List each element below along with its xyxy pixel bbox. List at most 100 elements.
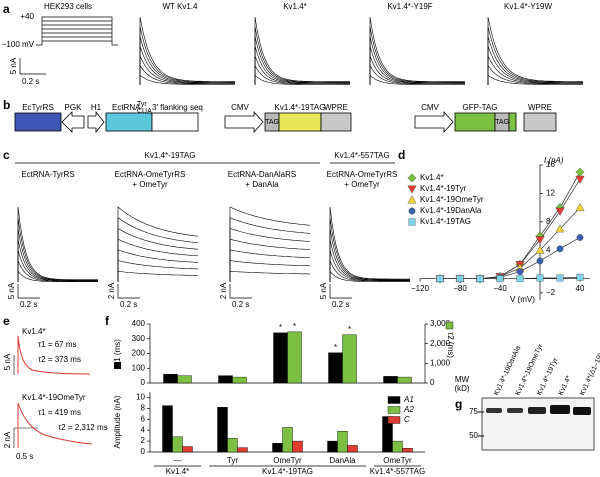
significance-marker: * [348, 325, 351, 334]
y-tick-label: 300 [132, 334, 146, 343]
x-tick-label: OmeTyr [273, 456, 302, 465]
y-tick-label: 6 [141, 414, 146, 423]
data-point [555, 224, 565, 233]
protocol-title: HEK293 cells [44, 2, 92, 11]
panel-label: a [3, 2, 10, 16]
data-point [456, 275, 464, 283]
bar [327, 440, 338, 453]
scale-label: 0.2 s [22, 77, 39, 86]
condition-label: EctRNA-OmeTyrRS [115, 170, 186, 179]
panel-label: d [398, 148, 405, 162]
lane-label: Kv1.4* [558, 375, 573, 397]
legend-swatch [387, 406, 401, 414]
legend-marker [407, 185, 417, 194]
data-point [536, 257, 544, 265]
current-trace [487, 36, 584, 85]
current-trace [17, 217, 98, 282]
significance-marker: * [279, 323, 282, 332]
y-tick-label: 100 [132, 363, 146, 372]
construct-label: WPRE [528, 103, 552, 112]
lane-label: Kv1.4*(Δ1–19) [579, 352, 600, 396]
construct-label: TAG [265, 119, 279, 126]
y-tick-label: 200 [132, 349, 146, 358]
bar [273, 332, 288, 384]
legend-swatch [387, 396, 401, 404]
bar [163, 373, 178, 384]
significance-marker: * [334, 343, 337, 352]
bar [292, 440, 303, 453]
condition-label: EctRNA-TyrRS [21, 170, 74, 179]
data-point [496, 275, 504, 283]
current-trace [369, 64, 465, 85]
y2-tick-label: 2,000 [430, 339, 451, 348]
legend-label: Kv1.4* [420, 173, 444, 182]
construct-label: CMV [421, 103, 439, 112]
y-tick-label: 10 [136, 393, 145, 402]
current-trace [329, 217, 410, 282]
current-trace [117, 260, 199, 282]
current-trace [229, 260, 311, 282]
scale-bar [17, 284, 40, 299]
current-trace [329, 228, 410, 282]
data-point [556, 274, 564, 282]
current-trace [139, 74, 235, 85]
y-tick-label: −2 [546, 288, 556, 297]
bar [272, 443, 283, 453]
x-tick-label: — [174, 456, 182, 465]
x-tick-label: Tyr [227, 456, 238, 465]
trace-title: Kv1.4*-19OmeTyr [22, 393, 86, 402]
current-trace [254, 64, 350, 85]
panel-label: c [3, 148, 10, 162]
tau-label: τ2 = 373 ms [38, 355, 81, 364]
bar [392, 440, 403, 453]
bar [382, 416, 393, 453]
scale-label: 2 nA [3, 431, 12, 448]
bar [342, 334, 357, 384]
lane-label: Kv1.4*-19Tyr [536, 356, 560, 396]
y-tick-label: 4 [141, 425, 146, 434]
y2-axis-label: τ2 (ms) [446, 332, 455, 358]
current-trace [329, 260, 410, 282]
legend-swatch [387, 416, 401, 424]
construct-label: GFP-TAG [463, 103, 498, 112]
data-point [535, 245, 545, 254]
construct-label: Kv1.4*-19TAG [275, 103, 326, 112]
y2-tick-label: 3,000 [430, 319, 451, 328]
data-point [556, 245, 564, 253]
current-trace [329, 249, 410, 282]
scale-bar [117, 284, 140, 299]
voltage-label: −100 mV [2, 40, 35, 49]
condition-label: + OmeTyr [344, 180, 380, 189]
bar [177, 375, 192, 384]
tau-label: τ1 = 67 ms [38, 340, 77, 349]
current-trace [254, 36, 350, 85]
group-label: Kv1.4* [166, 467, 190, 476]
current-trace [117, 270, 199, 282]
current-trace [254, 74, 350, 85]
current-trace [229, 238, 311, 282]
y2-tick-label: 1,000 [430, 358, 451, 367]
construct-label: CMV [231, 103, 249, 112]
construct-label: Tyr [137, 101, 147, 108]
panel-label: f [105, 314, 110, 328]
group-header: Kv1.4*-19TAG [145, 151, 196, 160]
bar [347, 445, 358, 453]
current-trace [17, 260, 98, 282]
group-header: Kv1.4*-557TAG [334, 151, 389, 160]
data-point [575, 203, 585, 212]
bar [397, 376, 412, 384]
current-trace [369, 26, 465, 85]
construct-label: 3′ flanking seq [152, 103, 203, 112]
current-trace [254, 55, 350, 85]
legend-label: Kv1.4*-19OmeTyr [420, 195, 484, 204]
trace-title: Kv1.4*-Y19F [387, 2, 432, 11]
current-trace [229, 270, 310, 282]
data-point [576, 234, 584, 241]
scale-label: 0.2 s [332, 300, 349, 309]
panel-label: g [455, 397, 462, 411]
legend-label: Kv1.4*-19TAG [420, 217, 471, 226]
scale-label: 5 nA [7, 282, 16, 299]
y-tick-label: 400 [132, 319, 146, 328]
bar [383, 376, 398, 384]
